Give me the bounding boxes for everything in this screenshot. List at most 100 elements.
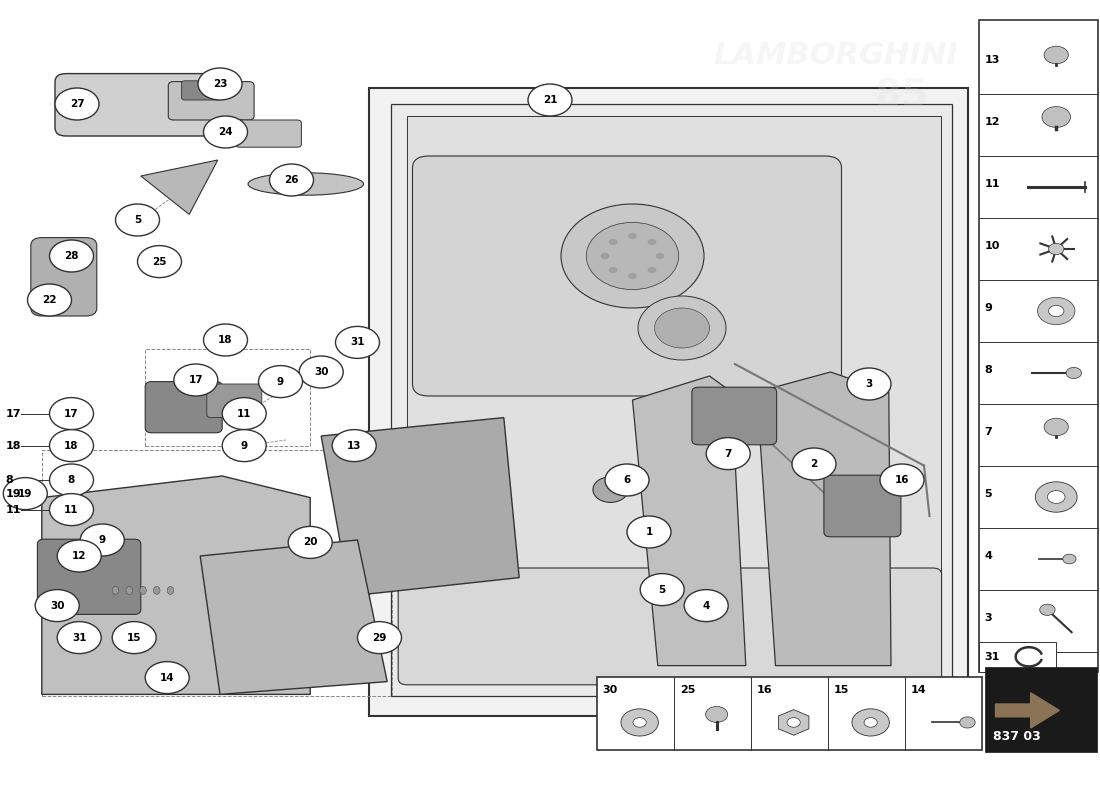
Circle shape [706, 438, 750, 470]
Text: 29: 29 [372, 633, 387, 642]
Circle shape [628, 233, 637, 239]
Circle shape [684, 590, 728, 622]
Text: 4: 4 [984, 551, 992, 561]
FancyBboxPatch shape [979, 642, 1056, 672]
Text: 17: 17 [6, 409, 21, 418]
Polygon shape [407, 116, 940, 680]
Text: 10: 10 [984, 241, 1000, 251]
Circle shape [57, 540, 101, 572]
Polygon shape [321, 418, 519, 596]
Circle shape [1044, 418, 1068, 436]
Circle shape [654, 308, 710, 348]
Text: 27: 27 [69, 99, 85, 109]
Circle shape [222, 430, 266, 462]
Circle shape [706, 706, 728, 722]
Circle shape [198, 68, 242, 100]
FancyBboxPatch shape [824, 475, 901, 537]
Text: 25: 25 [152, 257, 167, 266]
Text: 6: 6 [624, 475, 630, 485]
Circle shape [648, 238, 657, 245]
Circle shape [586, 222, 679, 290]
Text: 24: 24 [218, 127, 233, 137]
Text: 22: 22 [42, 295, 57, 305]
Text: 25: 25 [680, 685, 695, 694]
Text: a passion for parts: a passion for parts [378, 530, 568, 598]
Text: 7: 7 [984, 427, 992, 437]
Circle shape [638, 296, 726, 360]
Text: 8: 8 [6, 475, 13, 485]
Polygon shape [757, 372, 891, 666]
Circle shape [959, 717, 976, 728]
Text: 20: 20 [302, 538, 318, 547]
Text: 12: 12 [984, 117, 1000, 127]
Circle shape [50, 430, 94, 462]
Circle shape [1042, 106, 1070, 127]
Text: 837 03: 837 03 [993, 730, 1041, 742]
Circle shape [1063, 554, 1076, 564]
FancyBboxPatch shape [31, 238, 97, 316]
Text: 9: 9 [241, 441, 248, 450]
Text: 9: 9 [99, 535, 106, 545]
Circle shape [627, 516, 671, 548]
Polygon shape [632, 376, 746, 666]
Circle shape [786, 718, 801, 727]
Text: 14: 14 [911, 685, 926, 694]
Circle shape [1048, 243, 1064, 254]
Circle shape [608, 238, 617, 245]
FancyBboxPatch shape [168, 82, 254, 120]
Text: 28: 28 [64, 251, 79, 261]
Circle shape [3, 478, 47, 510]
FancyBboxPatch shape [55, 74, 236, 136]
Text: 17: 17 [188, 375, 204, 385]
Text: 11: 11 [6, 505, 21, 514]
Text: 30: 30 [50, 601, 65, 610]
Text: 85: 85 [874, 77, 929, 115]
Ellipse shape [167, 586, 174, 594]
Text: 11: 11 [64, 505, 79, 514]
FancyBboxPatch shape [984, 667, 1097, 752]
FancyBboxPatch shape [235, 120, 301, 147]
Circle shape [561, 204, 704, 308]
Circle shape [35, 590, 79, 622]
FancyBboxPatch shape [145, 382, 222, 433]
Text: 2: 2 [811, 459, 817, 469]
Text: 8: 8 [984, 365, 992, 375]
Text: 31: 31 [984, 652, 1000, 662]
Polygon shape [42, 476, 310, 694]
Circle shape [628, 273, 637, 279]
Text: 18: 18 [64, 441, 79, 450]
Text: 19: 19 [18, 489, 33, 498]
Circle shape [792, 448, 836, 480]
FancyBboxPatch shape [182, 81, 221, 100]
Ellipse shape [249, 173, 363, 195]
Circle shape [648, 267, 657, 274]
Text: 12: 12 [72, 551, 87, 561]
Bar [42, 450, 392, 696]
Text: 11: 11 [984, 179, 1000, 189]
Polygon shape [996, 693, 1059, 728]
Bar [145, 349, 310, 446]
Text: 31: 31 [350, 338, 365, 347]
Text: 1: 1 [646, 527, 652, 537]
Text: 11: 11 [236, 409, 252, 418]
Text: 17: 17 [64, 409, 79, 418]
Text: 19: 19 [6, 489, 21, 498]
Circle shape [299, 356, 343, 388]
Circle shape [55, 88, 99, 120]
Text: 9: 9 [984, 303, 992, 313]
Circle shape [270, 164, 314, 196]
Circle shape [50, 464, 94, 496]
Ellipse shape [125, 586, 133, 594]
Circle shape [528, 84, 572, 116]
Circle shape [336, 326, 380, 358]
Circle shape [1048, 306, 1064, 317]
FancyBboxPatch shape [692, 387, 777, 445]
Text: 9: 9 [277, 377, 284, 386]
Circle shape [1066, 367, 1081, 378]
Circle shape [601, 253, 609, 259]
Polygon shape [200, 540, 387, 694]
Polygon shape [141, 160, 218, 214]
Text: 3: 3 [984, 613, 992, 623]
Circle shape [1037, 298, 1075, 325]
Circle shape [852, 709, 890, 736]
